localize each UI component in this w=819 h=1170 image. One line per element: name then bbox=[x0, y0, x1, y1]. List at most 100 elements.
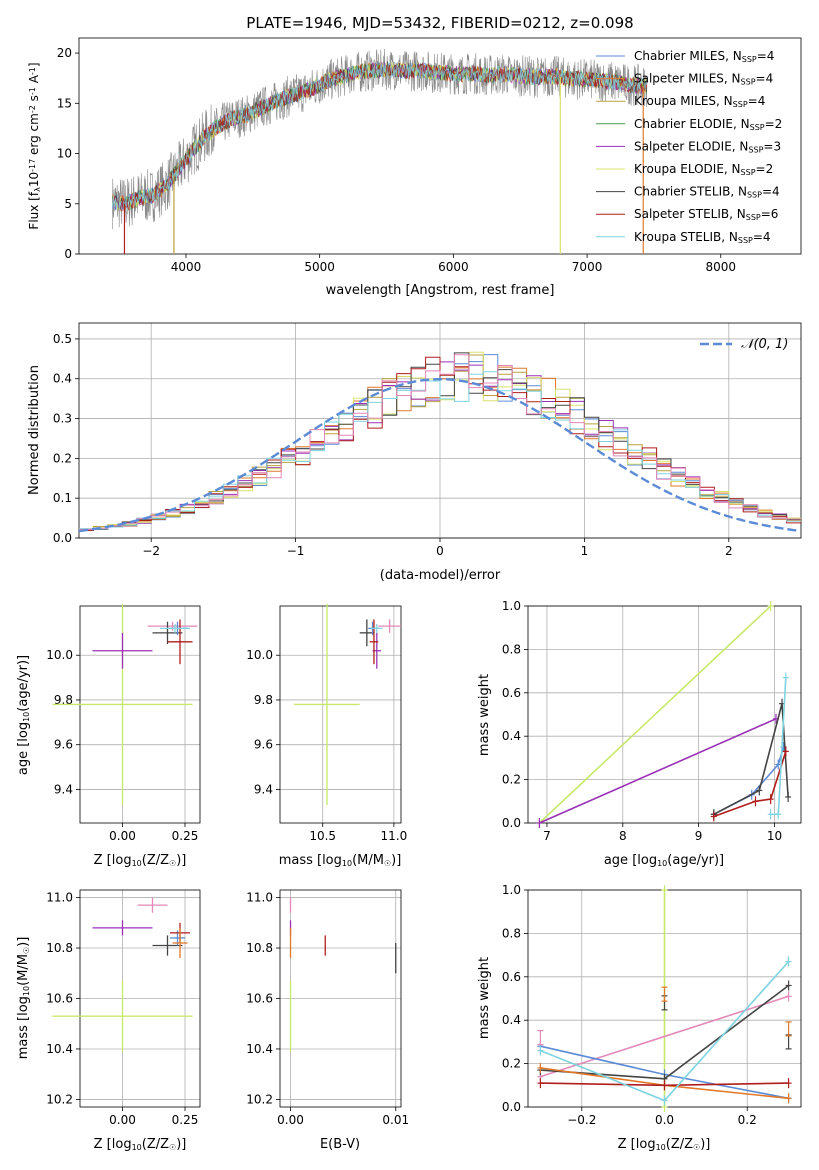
weight-line bbox=[538, 605, 772, 824]
legend-label: Chabrier STELIB, NSSP=4 bbox=[634, 185, 780, 200]
y-tick-label: 0.4 bbox=[502, 729, 521, 743]
y-tick-label: 10.8 bbox=[46, 941, 73, 955]
axes-frame bbox=[78, 37, 802, 255]
y-tick-label: 10.4 bbox=[46, 1042, 73, 1056]
weight-line bbox=[539, 718, 777, 824]
legend-label: Kroupa ELODIE, NSSP=2 bbox=[634, 162, 773, 177]
x-tick-label: 10.5 bbox=[309, 829, 336, 843]
x-tick-label: −1 bbox=[287, 544, 305, 558]
y-tick-label: 0.1 bbox=[53, 491, 72, 505]
x-tick-label: 0 bbox=[436, 544, 444, 558]
normal-curve bbox=[78, 378, 799, 533]
weight-line bbox=[713, 751, 787, 818]
y-tick-label: 11.0 bbox=[246, 891, 273, 905]
legend-label: Chabrier MILES, NSSP=4 bbox=[634, 49, 774, 64]
x-tick-label: 1 bbox=[581, 544, 589, 558]
y-tick-label: 15 bbox=[57, 96, 72, 110]
histogram-series bbox=[79, 354, 801, 530]
weight-age-x-label: age [log10(age/yr)] bbox=[604, 853, 724, 868]
weight-line bbox=[540, 995, 789, 1078]
x-tick-label: 6000 bbox=[438, 260, 469, 274]
y-tick-label: 0.0 bbox=[502, 816, 521, 830]
y-tick-label: 0.6 bbox=[502, 686, 521, 700]
y-tick-label: 0.2 bbox=[53, 451, 72, 465]
axes-frame bbox=[527, 605, 802, 824]
y-tick-label: 9.4 bbox=[254, 782, 273, 796]
weight-z-y-label: mass weight bbox=[477, 957, 492, 1039]
axes-frame bbox=[279, 605, 402, 824]
y-tick-label: 9.6 bbox=[54, 738, 73, 752]
weight-age-y-label: mass weight bbox=[477, 674, 492, 756]
histogram-series bbox=[79, 356, 801, 531]
age-z-y-label: age [log10(age/yr)] bbox=[16, 655, 31, 775]
axes-frame bbox=[79, 605, 201, 824]
legend-label: Kroupa MILES, NSSP=4 bbox=[634, 94, 765, 109]
y-tick-label: 11.0 bbox=[46, 891, 73, 905]
residual-x-label: (data-model)/error bbox=[380, 568, 501, 583]
figure-title: PLATE=1946, MJD=53432, FIBERID=0212, z=0… bbox=[246, 14, 633, 32]
x-tick-label: 0.01 bbox=[382, 1113, 409, 1127]
x-tick-label: −2 bbox=[142, 544, 160, 558]
age-mass-x-label: mass [log10(M/M☉)] bbox=[279, 853, 402, 868]
y-tick-label: 10.0 bbox=[46, 648, 73, 662]
x-tick-label: 0.2 bbox=[738, 1113, 757, 1127]
x-tick-label: 2 bbox=[725, 544, 733, 558]
spectrum-model-line bbox=[112, 60, 648, 211]
y-tick-label: 10.4 bbox=[246, 1042, 273, 1056]
x-tick-label: 9 bbox=[695, 829, 703, 843]
y-tick-label: 0.2 bbox=[502, 773, 521, 787]
legend-label: Salpeter ELODIE, NSSP=3 bbox=[634, 139, 781, 154]
spectrum-y-label: Flux [fλ10-17 erg cm-2 s-1 A-1] bbox=[27, 62, 42, 229]
y-tick-label: 10.0 bbox=[246, 648, 273, 662]
y-tick-label: 5 bbox=[64, 197, 72, 211]
x-tick-label: 8000 bbox=[706, 260, 737, 274]
x-tick-label: 0.00 bbox=[109, 829, 136, 843]
y-tick-label: 9.8 bbox=[254, 693, 273, 707]
legend-normal-label: 𝒩(0, 1) bbox=[741, 337, 788, 352]
histogram-series bbox=[79, 371, 801, 530]
y-tick-label: 0.4 bbox=[53, 372, 72, 386]
x-tick-label: 4000 bbox=[171, 260, 202, 274]
y-tick-label: 0.3 bbox=[53, 412, 72, 426]
spectrum-model-line bbox=[112, 61, 648, 211]
x-tick-label: 0.00 bbox=[277, 1113, 304, 1127]
y-tick-label: 1.0 bbox=[502, 599, 521, 613]
y-tick-label: 0.0 bbox=[53, 531, 72, 545]
y-tick-label: 0.0 bbox=[502, 1100, 521, 1114]
legend-label: Salpeter STELIB, NSSP=6 bbox=[634, 207, 778, 222]
x-tick-label: 0.25 bbox=[172, 829, 199, 843]
legend-label: Salpeter MILES, NSSP=4 bbox=[634, 72, 773, 87]
x-tick-label: 8 bbox=[619, 829, 627, 843]
y-tick-label: 0.8 bbox=[502, 642, 521, 656]
y-tick-label: 0.2 bbox=[502, 1057, 521, 1071]
y-tick-label: 1.0 bbox=[502, 883, 521, 897]
x-tick-label: 0.25 bbox=[172, 1113, 199, 1127]
y-tick-label: 0.6 bbox=[502, 970, 521, 984]
y-tick-label: 10 bbox=[57, 147, 72, 161]
x-tick-label: 5000 bbox=[304, 260, 335, 274]
y-tick-label: 9.6 bbox=[254, 738, 273, 752]
y-tick-label: 10.2 bbox=[46, 1092, 73, 1106]
x-tick-label: 7000 bbox=[572, 260, 603, 274]
residual-y-label: Normed distribution bbox=[27, 365, 42, 495]
weight-line bbox=[713, 703, 789, 816]
y-tick-label: 10.8 bbox=[246, 941, 273, 955]
y-tick-label: 10.6 bbox=[246, 992, 273, 1006]
x-tick-label: 7 bbox=[543, 829, 551, 843]
y-tick-label: 9.8 bbox=[54, 693, 73, 707]
legend-label: Chabrier ELODIE, NSSP=2 bbox=[634, 117, 782, 132]
y-tick-label: 10.2 bbox=[246, 1092, 273, 1106]
legend-label: Kroupa STELIB, NSSP=4 bbox=[634, 230, 771, 245]
x-tick-label: 0.00 bbox=[109, 1113, 136, 1127]
mass-z-x-label: Z [log10(Z/Z☉)] bbox=[94, 1137, 187, 1152]
age-z-x-label: Z [log10(Z/Z☉)] bbox=[94, 853, 187, 868]
y-tick-label: 10.6 bbox=[46, 992, 73, 1006]
weight-z-x-label: Z [log10(Z/Z☉)] bbox=[618, 1137, 711, 1152]
spectrum-model-line bbox=[112, 61, 648, 211]
spectrum-model-line bbox=[112, 62, 648, 213]
mass-ebv-x-label: E(B-V) bbox=[320, 1137, 360, 1152]
spectrum-model-line bbox=[112, 62, 648, 212]
y-tick-label: 9.4 bbox=[54, 782, 73, 796]
